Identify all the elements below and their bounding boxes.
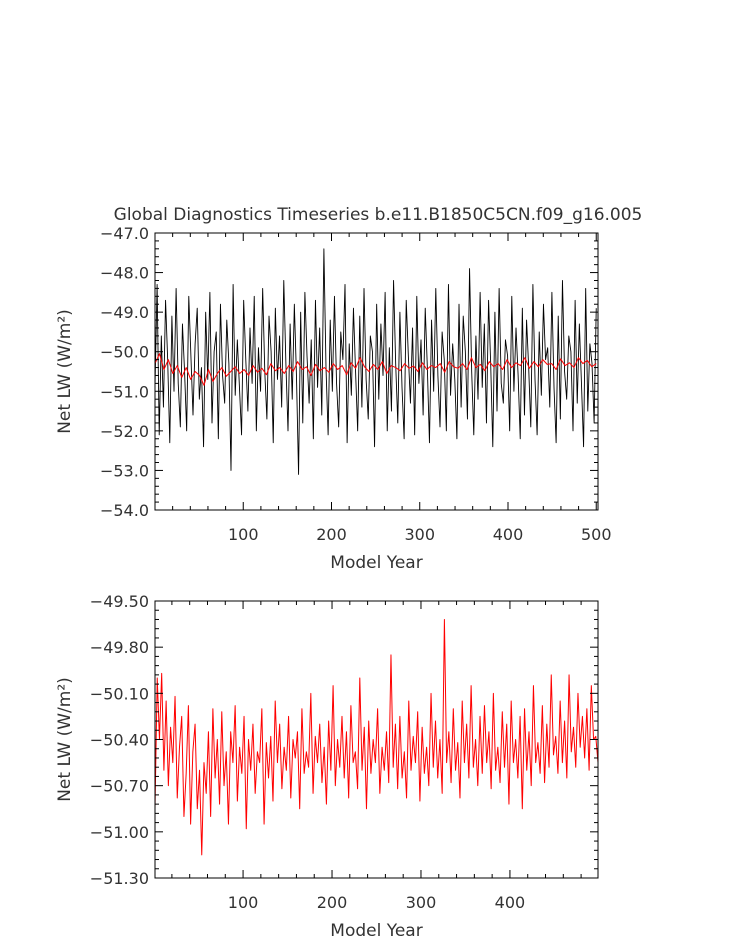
bottom-ticks: −51.30 −51.00 −50.70 −50.40 −50.10 −49.80 −49.… [90,592,598,912]
bottom-y-tick-label: −50.40 [90,731,149,750]
top-y-tick-label: −48.0 [100,264,149,283]
bottom-x-tick-label: 400 [495,893,526,912]
top-y-tick-label: −50.0 [100,343,149,362]
top-y-axis-label: Net LW (W/m²) [55,309,75,434]
top-y-tick-label: −52.0 [100,422,149,441]
bottom-x-axis-label: Model Year [330,921,422,941]
bottom-y-axis-label: Net LW (W/m²) [55,677,75,802]
bottom-y-tick-label: −49.80 [90,638,149,657]
bottom-series-layer [154,618,599,856]
bottom-y-tick-label: −50.70 [90,777,149,796]
bottom-y-tick-label: −49.50 [90,592,149,611]
top-series-layer [154,248,597,475]
top-y-tick-label: −54.0 [100,501,149,520]
top-plot-frame [154,232,599,511]
top-x-tick-label: 500 [581,525,612,544]
bottom-x-tick-label: 100 [228,893,259,912]
bottom-x-tick-label: 300 [406,893,437,912]
bottom-series-0-line [154,618,599,856]
figure-title: Global Diagnostics Timeseries b.e11.B185… [114,205,643,225]
top-panel: −54.0 −53.0 −52.0 −51.0 −50.0 −49.0 −48.0 −47.0… [55,224,612,573]
bottom-x-tick-label: 200 [317,893,348,912]
top-x-tick-label: 200 [316,525,347,544]
top-series-0-line [154,248,597,475]
top-series-1-line [154,353,597,386]
top-y-tick-label: −47.0 [100,224,149,243]
bottom-y-tick-label: −51.00 [90,823,149,842]
top-y-tick-label: −51.0 [100,382,149,401]
top-y-tick-label: −49.0 [100,303,149,322]
top-x-axis-label: Model Year [330,553,422,573]
top-x-tick-label: 100 [228,525,259,544]
top-x-tick-label: 300 [404,525,435,544]
bottom-y-tick-label: −51.30 [90,869,149,888]
top-y-tick-label: −53.0 [100,461,149,480]
top-x-tick-label: 400 [493,525,524,544]
bottom-y-tick-label: −50.10 [90,684,149,703]
bottom-panel: −51.30 −51.00 −50.70 −50.40 −50.10 −49.80 −49.… [55,592,599,941]
top-ticks: −54.0 −53.0 −52.0 −51.0 −50.0 −49.0 −48.0 −47.0… [100,224,612,544]
